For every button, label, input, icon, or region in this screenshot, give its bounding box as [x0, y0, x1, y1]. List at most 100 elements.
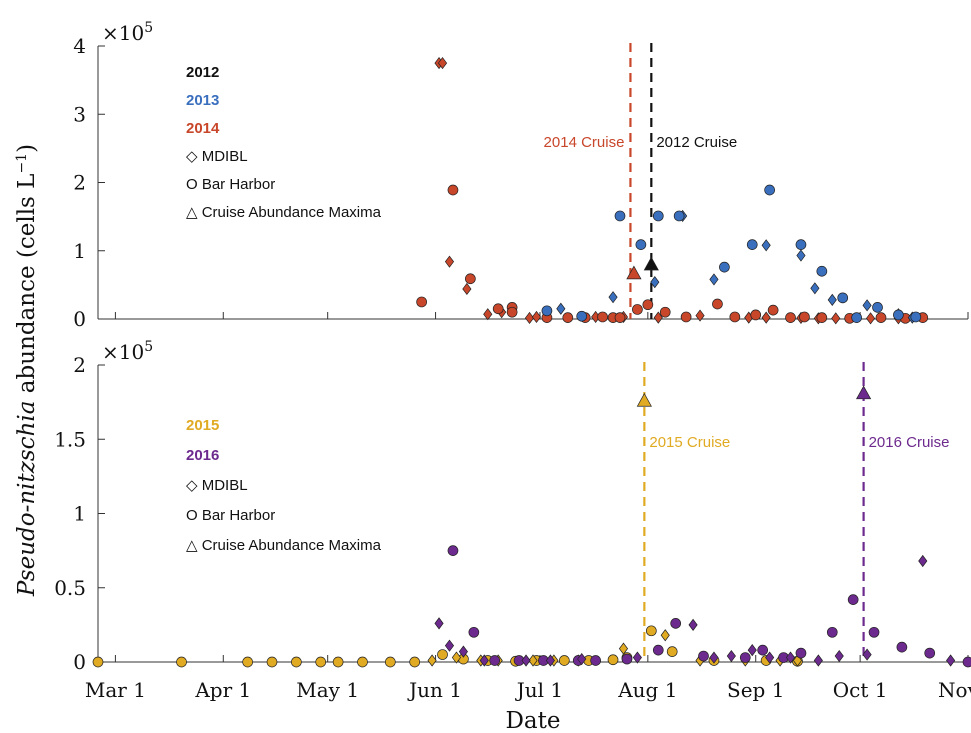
cruise-label: 2016 Cruise [869, 434, 950, 451]
data-point-diamond [458, 645, 468, 658]
data-point-circle [652, 210, 664, 222]
data-point-circle [837, 292, 849, 304]
data-point-circle [607, 654, 619, 666]
legend-year-2015: 2015 [186, 417, 219, 434]
data-point-circle [384, 656, 396, 668]
data-point-circle [332, 656, 344, 668]
data-point-circle [642, 299, 654, 311]
x-axis-title: Date [505, 708, 560, 733]
data-point-diamond [444, 639, 455, 652]
data-point-circle [666, 646, 678, 657]
data-point-circle [785, 312, 796, 323]
data-point-circle [795, 647, 807, 659]
y-tick-label: 1.5 [54, 427, 86, 451]
legend-symbol-entry: △ Cruise Abundance Maxima [186, 537, 382, 554]
data-point-diamond [483, 308, 493, 321]
data-point-circle [597, 311, 608, 323]
legend-symbol-entry: ◇ MDIBL [186, 148, 248, 165]
data-point-diamond [545, 654, 555, 667]
data-point-circle [659, 306, 671, 318]
data-point-diamond [865, 312, 876, 325]
cruise-label: 2014 Cruise [544, 134, 625, 151]
data-point-circle [541, 305, 553, 317]
y-tick-label: 2 [73, 353, 86, 377]
x-tick-label: Nov 1 [938, 678, 971, 702]
data-point-circle [315, 656, 327, 668]
data-point-circle [712, 298, 723, 310]
data-point-circle [562, 312, 574, 323]
data-point-circle [416, 296, 427, 308]
data-point-diamond [434, 617, 444, 630]
data-point-circle [750, 309, 762, 321]
data-point-circle [757, 644, 769, 656]
y-tick-label: 0 [73, 307, 86, 331]
data-point-diamond [618, 642, 629, 655]
data-point-triangle [643, 256, 659, 271]
cruise-label: 2015 Cruise [649, 434, 730, 451]
legend-year-2014: 2014 [186, 120, 220, 137]
data-point-circle [645, 625, 657, 637]
data-point-circle [614, 312, 626, 323]
data-point-diamond [726, 649, 736, 663]
data-point-diamond [709, 651, 719, 664]
data-point-circle [590, 655, 601, 666]
data-point-circle [506, 306, 518, 318]
data-point-circle [764, 184, 775, 196]
legend-symbol-entry: O Bar Harbor [186, 176, 275, 193]
data-point-diamond [632, 651, 642, 664]
y-tick-label: 1 [73, 239, 86, 263]
x-tick-label: Oct 1 [833, 678, 888, 702]
data-point-diamond [521, 654, 531, 667]
data-point-diamond [437, 56, 448, 70]
data-point-circle [447, 545, 459, 556]
top-panel: 0 1 2 3 4 ×105 2014 Cruise 2012 Cruise 2012 2013 2… [73, 20, 969, 331]
data-point-diamond [761, 311, 771, 324]
y-tick-label: 0 [73, 650, 86, 674]
data-point-diamond [524, 311, 535, 325]
data-point-triangle [636, 392, 652, 407]
data-point-diamond [608, 291, 618, 304]
data-point-circle [437, 649, 448, 660]
data-point-circle [489, 655, 501, 666]
data-point-diamond [556, 302, 566, 315]
data-point-diamond [813, 654, 823, 667]
legend-symbol-entry: △ Cruise Abundance Maxima [186, 204, 382, 221]
bottom-panel: 0 0.5 1 1.5 2 ×105 Mar 1 Apr 1 May 1 Jun 1 Jul 1 Au… [54, 339, 971, 702]
y-exponent-label: ×105 [102, 20, 153, 45]
data-point-diamond [650, 276, 660, 289]
y-tick-label: 4 [73, 34, 86, 58]
data-point-diamond [444, 255, 455, 268]
data-point-circle [409, 656, 421, 668]
data-point-circle [910, 311, 922, 323]
data-point-circle [896, 641, 908, 653]
data-point-diamond [427, 654, 437, 667]
data-point-diamond [810, 282, 820, 295]
data-point-triangle [626, 265, 642, 280]
y-axis-title: Pseudo-nitzschia abundance (cells L−1) [14, 144, 40, 597]
data-point-circle [357, 656, 368, 668]
data-point-diamond [528, 654, 538, 667]
data-point-circle [680, 311, 692, 323]
data-point-diamond [653, 311, 663, 324]
data-point-circle [893, 309, 904, 321]
data-point-diamond [862, 648, 872, 661]
data-point-circle [492, 303, 504, 315]
data-point-diamond [918, 554, 928, 568]
legend-symbol-entry: ◇ MDIBL [186, 477, 248, 494]
data-point-circle [176, 656, 187, 668]
data-point-circle [826, 626, 838, 638]
x-tick-label: Jul 1 [515, 678, 563, 702]
data-point-circle [635, 239, 647, 250]
data-point-circle [816, 265, 828, 277]
data-point-diamond [531, 310, 542, 324]
legend-symbol-entry: O Bar Harbor [186, 507, 275, 524]
data-point-circle [868, 626, 880, 638]
data-point-circle [847, 594, 859, 605]
data-point-circle [739, 652, 751, 663]
data-point-circle [266, 656, 278, 668]
data-point-diamond [946, 654, 956, 667]
data-point-diamond [765, 651, 775, 664]
legend-year-2013: 2013 [186, 92, 219, 109]
data-point-diamond [577, 652, 587, 666]
data-point-circle [729, 311, 741, 323]
